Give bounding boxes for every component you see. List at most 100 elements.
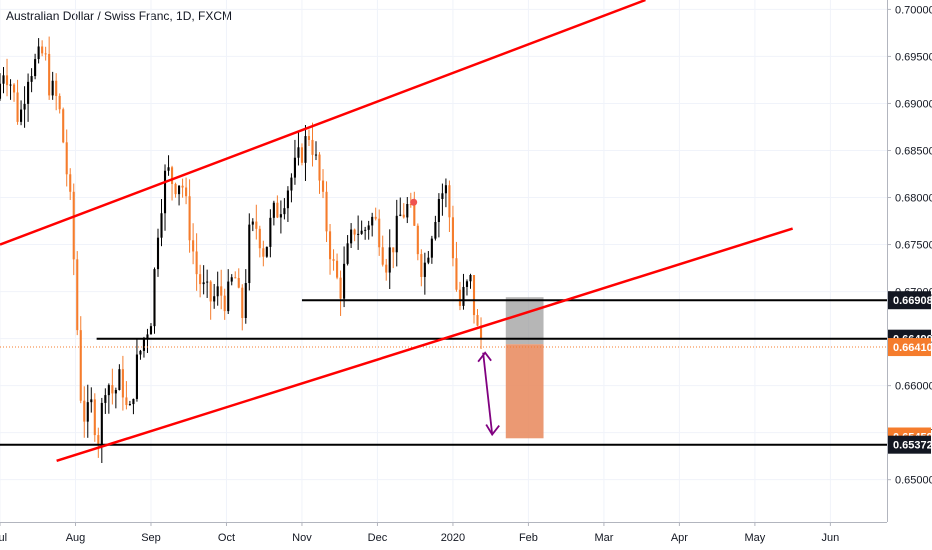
candle-body [437, 198, 440, 223]
current-price-tag: 0.66410 [893, 342, 932, 354]
level-price-tag-2: 0.65372 [893, 440, 932, 452]
candle-body [104, 395, 107, 403]
candle-body [321, 180, 325, 192]
candle-body [72, 191, 75, 260]
candle-body [100, 402, 103, 446]
candle-body [146, 334, 149, 339]
candle-body [332, 259, 335, 261]
candle-body [163, 170, 167, 214]
candle-body [279, 214, 282, 218]
candle-body [455, 258, 458, 290]
candle-body [86, 402, 89, 422]
candle-body [192, 240, 195, 252]
horizontal-levels[interactable] [0, 299, 887, 446]
candle-body [9, 84, 12, 86]
candle-body [90, 399, 93, 403]
candle-body [476, 315, 479, 326]
candle-body [346, 243, 349, 264]
candle-body [2, 75, 5, 84]
time-axis[interactable]: Jul Aug Sep Oct Nov Dec 2020 Feb Mar Apr May Jun [0, 522, 932, 550]
candle-body [83, 400, 86, 422]
candle-body [237, 277, 240, 288]
candle-body [328, 231, 332, 260]
candle-body [76, 259, 79, 331]
candle-body [5, 75, 9, 86]
candle-body [399, 214, 402, 216]
candle-body [156, 237, 160, 270]
projection-arrow[interactable] [482, 352, 494, 435]
candle-body [255, 221, 258, 229]
candle-body [472, 275, 476, 316]
candle-body [339, 277, 342, 299]
candle-body [139, 350, 142, 355]
candle-body [41, 46, 44, 54]
candle-body [364, 229, 367, 231]
grid [0, 0, 887, 522]
current-price-tag-bg [888, 338, 931, 357]
candle-body [297, 147, 300, 158]
candle-body [118, 369, 121, 390]
candle-body [213, 296, 216, 302]
time-tick-label: Feb [519, 532, 538, 544]
candle-body [114, 389, 117, 394]
candle-body [220, 286, 223, 296]
candle-body [283, 208, 286, 215]
candle-body [395, 215, 398, 253]
candle-body [93, 399, 96, 436]
candle-body [458, 289, 462, 306]
candle-body [413, 205, 416, 226]
candle-body [153, 269, 156, 327]
candle-body [223, 295, 226, 312]
trendlines[interactable] [0, 0, 794, 463]
candle-body [409, 204, 412, 206]
candle-body [125, 397, 128, 406]
price-tick-label: 0.67500 [895, 240, 932, 252]
annotations[interactable] [410, 198, 500, 437]
price-tick-label: 0.68000 [895, 193, 932, 205]
candle-body [37, 46, 40, 60]
candle-body [12, 84, 16, 93]
candle-body [178, 185, 181, 195]
candle-body [381, 247, 384, 265]
time-tick-label: Nov [292, 532, 312, 544]
event-marker-icon [410, 198, 418, 206]
price-tick-label: 0.68500 [895, 145, 932, 157]
trendline-0[interactable] [0, 0, 646, 246]
candle-body [402, 214, 405, 218]
candle-body [416, 225, 419, 255]
candle-body [311, 139, 314, 155]
candle-body [248, 224, 251, 284]
candle-body [121, 369, 124, 398]
candle-body [174, 183, 177, 195]
candle-body [69, 174, 72, 192]
candle-body [325, 191, 328, 232]
price-axis[interactable]: 0.70000 0.69500 0.69000 0.68500 0.68000 0.675… [887, 0, 932, 550]
candle-body [227, 281, 230, 312]
candle-body [314, 154, 318, 156]
candle-body [241, 287, 244, 318]
candle-body [128, 404, 131, 406]
candle-body [111, 385, 114, 394]
candles [0, 36, 483, 463]
price-tick-label: 0.66000 [895, 381, 932, 393]
arrow-tail-mark [477, 351, 492, 363]
candle-body [360, 230, 363, 234]
candle-body [55, 80, 58, 96]
candle-body [58, 95, 61, 110]
candle-body [65, 142, 68, 175]
time-tick-label: Jun [822, 532, 840, 544]
trendline-1[interactable] [56, 227, 794, 463]
level-price-tag-0: 0.66908 [893, 295, 932, 307]
candle-body [44, 53, 47, 55]
candle-body [423, 262, 426, 277]
time-tick-label: 2020 [441, 532, 465, 544]
candle-body [27, 81, 30, 104]
candle-body [132, 398, 135, 405]
candle-body [30, 76, 33, 82]
candle-body [149, 326, 153, 335]
position-box[interactable] [505, 297, 544, 439]
candle-body [265, 246, 268, 257]
candle-body [374, 216, 377, 219]
candle-body [181, 185, 184, 188]
